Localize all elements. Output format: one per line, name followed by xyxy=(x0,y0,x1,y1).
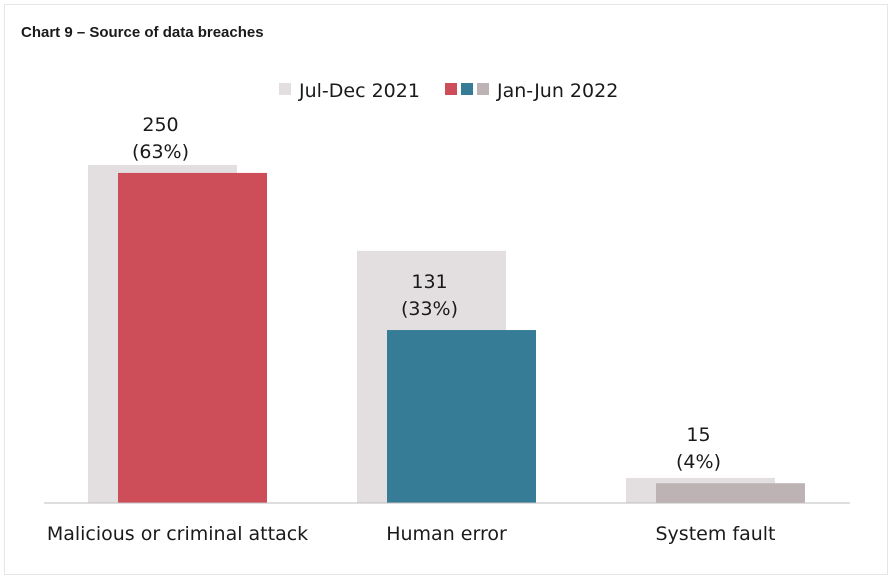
data-label-percent-malicious-or-criminal-attack: (63%) xyxy=(132,141,189,163)
data-label-percent-human-error: (33%) xyxy=(401,298,458,320)
bar-jan-jun-2022-malicious-or-criminal-attack xyxy=(118,172,267,503)
x-tick-label-system-fault: System fault xyxy=(656,523,776,545)
legend-swatch-red xyxy=(445,83,457,95)
data-label-value-system-fault: 15 xyxy=(686,424,710,446)
x-tick-label-malicious-or-criminal-attack: Malicious or criminal attack xyxy=(47,523,308,545)
data-label-percent-system-fault: (4%) xyxy=(676,451,721,473)
legend-swatch-teal xyxy=(461,83,473,95)
data-label-value-malicious-or-criminal-attack: 250 xyxy=(142,114,178,136)
legend-label-jul-dec-2021: Jul-Dec 2021 xyxy=(298,80,420,102)
legend-swatch-grey xyxy=(477,83,489,95)
legend-swatch-jul-dec-2021 xyxy=(279,83,291,95)
chart-title: Chart 9 – Source of data breaches xyxy=(21,24,264,41)
bar-jan-jun-2022-system-fault xyxy=(656,483,805,503)
bar-jan-jun-2022-human-error xyxy=(387,330,536,503)
legend-label-jan-jun-2022: Jan-Jun 2022 xyxy=(496,80,618,102)
x-tick-label-human-error: Human error xyxy=(386,523,507,545)
data-label-value-human-error: 131 xyxy=(411,271,447,293)
chart-frame xyxy=(4,4,888,575)
